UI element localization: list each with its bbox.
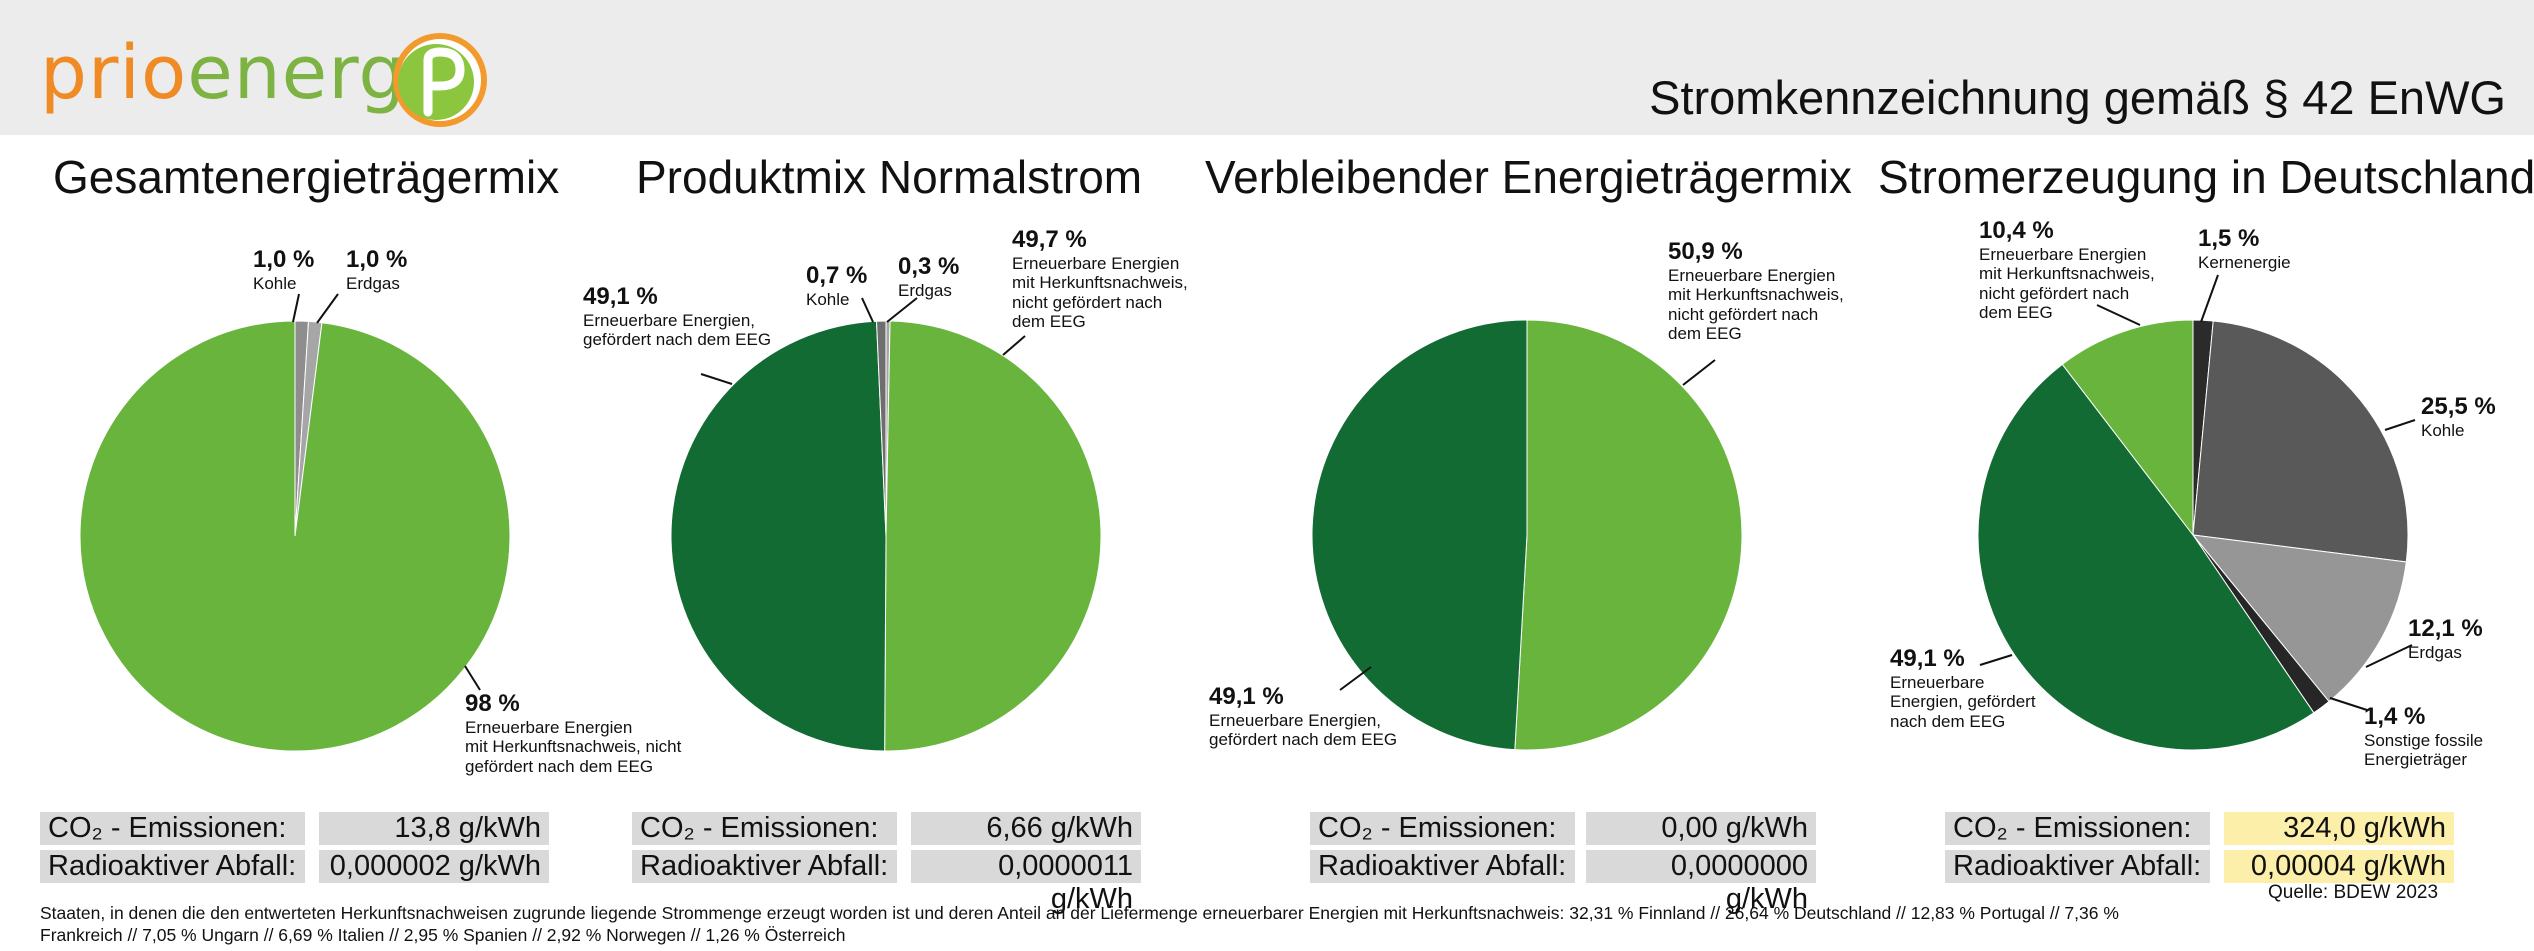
co2-value-1: 13,8 g/kWh: [319, 812, 549, 845]
co2-label-3: CO₂ - Emissionen:: [1310, 812, 1575, 845]
chart-title-4: Stromerzeugung in Deutschland: [1878, 151, 2534, 203]
slice-percent: 25,5 %: [2421, 393, 2496, 420]
leader-line: [886, 297, 918, 323]
slice-percent: 0,7 %: [806, 262, 868, 289]
slice-label-c4-renewable-hkn: 10,4 % Erneuerbare Energien mit Herkunfts…: [1979, 217, 2155, 323]
document-title: Stromkennzeichnung gemäß § 42 EnWG: [1649, 71, 2506, 124]
leader-line: [1682, 359, 1716, 386]
slice-percent: 49,1 %: [1890, 645, 1965, 672]
leader-line: [2365, 644, 2413, 668]
leader-line: [2200, 274, 2219, 323]
slice-label-c3-renewable-hkn: 50,9 % Erneuerbare Energien mit Herkunfts…: [1668, 238, 1844, 344]
slice-label-c1-erdgas: 1,0 % Erdgas: [346, 246, 407, 293]
slice-text: Erneuerbare Energien mit Herkunftsnachwe…: [1668, 265, 1844, 344]
slice-text: Erneuerbare Energien mit Herkunftsnachwe…: [465, 717, 682, 776]
slice-percent: 12,1 %: [2408, 615, 2483, 642]
leader-line: [861, 297, 874, 323]
slice-percent: 1,0 %: [253, 246, 315, 273]
slice-percent: 98 %: [465, 690, 520, 717]
leader-line: [316, 293, 339, 324]
slice-label-c4-renewable-eeg: 49,1 % Erneuerbare Energien, gefördert na…: [1890, 645, 2036, 731]
slice-percent: 0,3 %: [898, 253, 960, 280]
waste-label-1: Radioaktiver Abfall:: [40, 850, 305, 883]
pie-slice: [876, 320, 887, 537]
slice-percent: 49,1 %: [1209, 683, 1284, 710]
slice-percent: 1,5 %: [2198, 225, 2260, 252]
slice-text: Erneuerbare Energien, gefördert nach dem…: [583, 310, 772, 350]
co2-value-4: 324,0 g/kWh: [2224, 812, 2454, 845]
pie-slice: [79, 320, 511, 752]
slice-label-c4-kernenergie: 1,5 % Kernenergie: [2198, 225, 2291, 272]
slice-text: Sonstige fossile Energieträger: [2364, 730, 2484, 770]
header-bar: prioenergie Stromkennzeichnung gemäß § 4…: [0, 0, 2534, 135]
slice-text: Kernenergie: [2198, 252, 2291, 272]
slice-label-c4-erdgas: 12,1 % Erdgas: [2408, 615, 2483, 662]
slice-label-c2-renewable-eeg: 49,1 % Erneuerbare Energien, gefördert na…: [583, 283, 771, 350]
pie-slice: [1514, 319, 1743, 751]
leader-line: [2329, 697, 2368, 711]
waste-value-2: 0,0000011 g/kWh: [911, 850, 1141, 915]
slice-percent: 50,9 %: [1668, 238, 1743, 265]
slice-label-c2-renewable-hkn: 49,7 % Erneuerbare Energien mit Herkunfts…: [1012, 226, 1188, 332]
pie-slice: [670, 320, 887, 752]
leader-line: [464, 665, 481, 691]
co2-value-3: 0,00 g/kWh: [1586, 812, 1816, 845]
slice-label-c4-kohle: 25,5 % Kohle: [2421, 393, 2496, 440]
co2-label-4: CO₂ - Emissionen:: [1945, 812, 2210, 845]
waste-value-1: 0,000002 g/kWh: [319, 850, 549, 883]
leader-line: [1979, 654, 2013, 666]
footnote: Staaten, in denen die den entwerteten He…: [40, 903, 2119, 945]
slice-text: Kohle: [806, 289, 850, 309]
pie-slice: [1977, 363, 2315, 751]
slice-label-c1-kohle: 1,0 % Kohle: [253, 246, 314, 293]
leader-line: [2384, 419, 2416, 431]
co2-label-1: CO₂ - Emissionen:: [40, 812, 305, 845]
leader-line: [292, 293, 300, 323]
co2-label-2: CO₂ - Emissionen:: [632, 812, 897, 845]
slice-text: Kohle: [2421, 420, 2465, 440]
slice-text: Erdgas: [346, 273, 400, 293]
slice-text: Kohle: [253, 273, 297, 293]
chart-title-1: Gesamtenergieträgermix: [53, 151, 560, 203]
slice-percent: 1,4 %: [2364, 703, 2426, 730]
slice-label-c4-sonstige: 1,4 % Sonstige fossile Energieträger: [2364, 703, 2483, 770]
leader-line: [1339, 666, 1372, 691]
slice-percent: 1,0 %: [346, 246, 408, 273]
slice-text: Erdgas: [898, 280, 952, 300]
pie-slice: [2192, 320, 2409, 563]
logo-p-icon: [393, 33, 487, 127]
slice-label-c2-erdgas: 0,3 % Erdgas: [898, 253, 959, 300]
waste-label-3: Radioaktiver Abfall:: [1310, 850, 1575, 883]
waste-label-2: Radioaktiver Abfall:: [632, 850, 897, 883]
logo-text-part1: prio: [40, 30, 188, 116]
slice-text: Erneuerbare Energien mit Herkunftsnachwe…: [1979, 244, 2155, 323]
pie-slice: [2061, 319, 2194, 537]
chart-title-3: Verbleibender Energieträgermix: [1205, 151, 1852, 203]
pie-slice: [2191, 534, 2407, 703]
slice-percent: 49,7 %: [1012, 226, 1087, 253]
slice-text: Erneuerbare Energien mit Herkunftsnachwe…: [1012, 253, 1188, 332]
co2-value-2: 6,66 g/kWh: [911, 812, 1141, 845]
waste-value-4: 0,00004 g/kWh: [2224, 850, 2454, 883]
slice-text: Erdgas: [2408, 642, 2462, 662]
waste-value-3: 0,0000000 g/kWh: [1586, 850, 1816, 915]
slice-label-c1-renewable: 98 % Erneuerbare Energien mit Herkunftsna…: [465, 690, 681, 776]
leader-line: [2096, 304, 2141, 326]
chart-title-2: Produktmix Normalstrom: [636, 151, 1143, 203]
source-note: Quelle: BDEW 2023: [2268, 882, 2439, 903]
leader-line: [1002, 335, 1026, 356]
pie-slice: [884, 320, 1102, 752]
slice-text: Erneuerbare Energien, gefördert nach dem…: [1209, 710, 1398, 750]
pie-slice: [1311, 319, 1528, 751]
slice-label-c3-renewable-eeg: 49,1 % Erneuerbare Energien, gefördert na…: [1209, 683, 1397, 750]
slice-percent: 49,1 %: [583, 283, 658, 310]
slice-label-c2-kohle: 0,7 % Kohle: [806, 262, 867, 309]
slice-percent: 10,4 %: [1979, 217, 2054, 244]
slice-text: Erneuerbare Energien, gefördert nach dem…: [1890, 672, 2036, 731]
waste-label-4: Radioaktiver Abfall:: [1945, 850, 2210, 883]
leader-line: [700, 373, 733, 385]
